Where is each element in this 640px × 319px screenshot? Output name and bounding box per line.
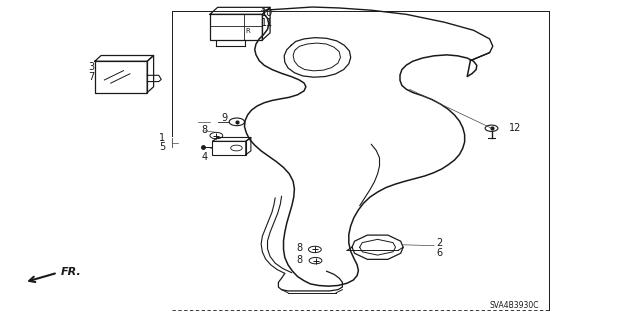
Text: 3: 3 (88, 62, 95, 72)
Text: 11: 11 (261, 18, 273, 28)
Text: 1: 1 (159, 133, 165, 143)
Text: 5: 5 (159, 142, 165, 152)
Text: 8: 8 (202, 125, 208, 135)
Text: 8: 8 (296, 243, 302, 253)
Text: 4: 4 (202, 152, 208, 162)
FancyBboxPatch shape (95, 61, 147, 93)
Text: 12: 12 (509, 122, 521, 133)
Text: 10: 10 (261, 8, 273, 18)
Text: 8: 8 (296, 255, 302, 265)
Text: FR.: FR. (61, 267, 81, 277)
FancyBboxPatch shape (210, 14, 262, 40)
FancyBboxPatch shape (212, 141, 246, 155)
Text: R: R (245, 28, 250, 34)
Text: 7: 7 (88, 72, 95, 82)
Text: SVA4B3930C: SVA4B3930C (490, 301, 539, 310)
Text: 9: 9 (221, 113, 227, 123)
Text: 2: 2 (436, 238, 443, 248)
Text: 6: 6 (436, 248, 443, 258)
